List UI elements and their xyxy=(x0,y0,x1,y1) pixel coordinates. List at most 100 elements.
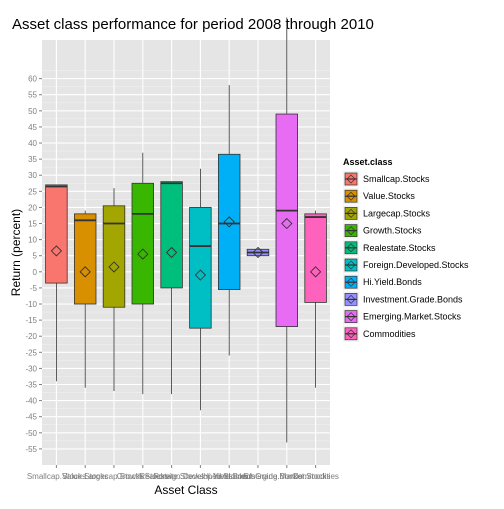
y-tick-label: -50 xyxy=(25,429,37,438)
y-tick-label: -30 xyxy=(25,364,37,373)
box xyxy=(275,113,299,327)
mean-marker xyxy=(252,246,264,259)
y-tick-label: -35 xyxy=(25,381,37,390)
box-group xyxy=(304,210,327,388)
box-group xyxy=(217,85,241,356)
box xyxy=(45,184,68,284)
x-tick-label: Hi.Yield.Bonds xyxy=(203,472,255,481)
y-axis: -55-50-45-40-35-30-25-20-15-10-505101520… xyxy=(25,75,42,454)
box-group xyxy=(102,188,126,391)
x-tick-label: Largecap.Stocks xyxy=(84,472,144,481)
legend-label: Commodities xyxy=(363,329,416,339)
legend-item: Largecap.Stocks xyxy=(343,205,431,222)
y-tick-label: 20 xyxy=(28,203,37,212)
legend-label: Investment.Grade.Bonds xyxy=(363,294,463,304)
legend-item: Foreign.Developed.Stocks xyxy=(343,257,469,273)
y-tick-label: 35 xyxy=(28,155,37,164)
legend-key-mean xyxy=(346,277,356,287)
legend-label: Value.Stocks xyxy=(363,191,415,201)
legend-key-mean xyxy=(346,191,356,201)
mean-marker xyxy=(79,266,91,278)
x-tick-label: Emerging.Market.Stocks xyxy=(243,472,330,481)
y-tick-label: 60 xyxy=(28,75,37,84)
mean-marker xyxy=(309,266,322,278)
legend-item: Emerging.Market.Stocks xyxy=(343,308,462,325)
y-tick-label: -40 xyxy=(25,397,37,406)
mean-marker xyxy=(137,248,149,260)
mean-marker xyxy=(165,246,178,259)
box-group xyxy=(246,246,270,259)
y-axis-label: Return (percent) xyxy=(9,209,23,296)
legend-label: Realestate.Stocks xyxy=(363,243,436,253)
x-axis-label: Asset Class xyxy=(154,483,217,497)
box xyxy=(160,181,183,289)
legend-key-mean xyxy=(346,312,356,322)
box-group xyxy=(131,152,155,395)
y-tick-label: 5 xyxy=(33,252,38,261)
legend-item: Growth.Stocks xyxy=(343,222,422,239)
legend-item: Investment.Grade.Bonds xyxy=(343,291,463,308)
mean-marker xyxy=(50,245,63,257)
y-tick-label: -15 xyxy=(25,316,37,325)
x-tick-label: Growth.Stocks xyxy=(117,472,169,481)
legend-title: Asset.class xyxy=(343,157,393,167)
x-tick-label: Investment.Grade.Bonds xyxy=(214,472,303,481)
legend-key-mean xyxy=(346,294,356,304)
y-tick-label: -20 xyxy=(25,332,37,341)
box-group xyxy=(275,17,299,443)
y-tick-label: 45 xyxy=(28,123,37,132)
box-group xyxy=(74,210,97,388)
box xyxy=(189,207,212,329)
legend-key-mean xyxy=(346,243,356,253)
y-tick-label: 10 xyxy=(28,236,37,245)
box-layer xyxy=(45,17,327,443)
legend-item: Realestate.Stocks xyxy=(343,239,436,256)
y-tick-label: 0 xyxy=(33,268,38,277)
y-tick-label: 50 xyxy=(28,107,37,116)
legend: Asset.class Smallcap.Stocks Value.Stocks L… xyxy=(343,157,469,342)
y-tick-label: 15 xyxy=(28,220,37,229)
box xyxy=(304,213,327,303)
y-tick-label: -5 xyxy=(30,284,38,293)
legend-item: Smallcap.Stocks xyxy=(343,171,430,187)
mean-marker xyxy=(108,261,120,273)
legend-label: Emerging.Market.Stocks xyxy=(363,312,462,322)
legend-label: Largecap.Stocks xyxy=(363,208,431,218)
box-group xyxy=(160,181,183,395)
box xyxy=(217,153,241,290)
legend-label: Smallcap.Stocks xyxy=(363,174,430,184)
mean-marker xyxy=(281,217,293,230)
legend-key-mean xyxy=(346,174,356,184)
legend-key-mean xyxy=(346,260,356,270)
legend-item: Commodities xyxy=(343,325,416,342)
y-tick-label: -10 xyxy=(25,300,37,309)
mean-marker xyxy=(194,269,207,281)
box xyxy=(102,205,126,308)
legend-key-mean xyxy=(346,329,356,339)
x-tick-label: Foreign.Developed.Stocks xyxy=(153,472,247,481)
y-tick-label: -55 xyxy=(25,445,37,454)
box xyxy=(74,213,97,305)
legend-key-mean xyxy=(346,226,356,236)
box xyxy=(131,182,155,305)
y-tick-label: 40 xyxy=(28,139,37,148)
chart-title: Asset class performance for period 2008 … xyxy=(12,16,374,33)
x-tick-label: Realestate.Stocks xyxy=(139,472,203,481)
box-group xyxy=(45,184,68,382)
legend-label: Hi.Yield.Bonds xyxy=(363,277,422,287)
legend-items: Smallcap.Stocks Value.Stocks Largecap.Stoc… xyxy=(343,171,469,342)
box-group xyxy=(189,168,212,411)
x-tick-label: Value.Stocks xyxy=(62,472,108,481)
legend-key-mean xyxy=(346,208,356,218)
legend-item: Hi.Yield.Bonds xyxy=(343,274,422,291)
mean-marker xyxy=(223,216,235,228)
y-tick-label: 30 xyxy=(28,171,37,180)
legend-item: Value.Stocks xyxy=(343,188,415,205)
y-tick-label: -25 xyxy=(25,348,37,357)
x-tick-label: Smallcap.Stocks xyxy=(27,472,86,481)
y-tick-label: 25 xyxy=(28,187,37,196)
x-tick-label: Commodities xyxy=(292,472,339,481)
legend-label: Foreign.Developed.Stocks xyxy=(363,260,469,270)
